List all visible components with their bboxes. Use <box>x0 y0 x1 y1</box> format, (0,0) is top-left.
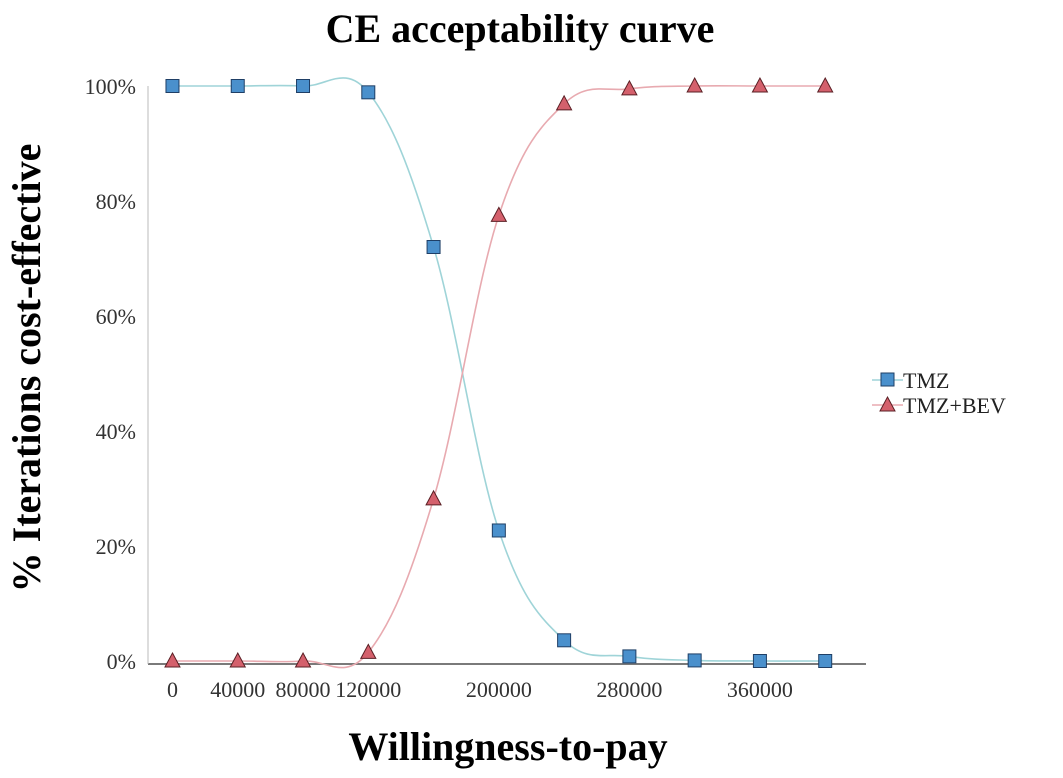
series-markers <box>164 76 834 668</box>
data-point-tmz-bev <box>621 79 638 96</box>
y-tick-labels: 0% 20% 40% 60% 80% 100% <box>85 74 136 674</box>
data-point-tmz-bev <box>751 76 769 93</box>
x-tick-labels: 0 40000 80000 120000 200000 280000 360000 <box>167 677 793 702</box>
data-point-tmz-bev <box>816 76 834 93</box>
data-point-tmz-bev <box>425 489 442 506</box>
legend-item-tmz-bev: TMZ+BEV <box>872 393 1006 418</box>
chart-title: CE acceptability curve <box>326 6 715 51</box>
y-tick-label: 20% <box>96 534 136 559</box>
data-point-tmz-bev <box>229 651 247 668</box>
x-tick-label: 40000 <box>210 677 265 702</box>
legend: TMZ TMZ+BEV <box>872 368 1006 418</box>
data-point-tmz <box>687 653 702 668</box>
y-tick-label: 100% <box>85 74 136 99</box>
legend-marker-tmz-bev <box>879 395 896 412</box>
y-axis-title: % Iterations cost-effective <box>4 144 49 593</box>
x-tick-label: 280000 <box>596 677 662 702</box>
data-point-tmz-bev <box>294 651 312 668</box>
y-tick-label: 80% <box>96 189 136 214</box>
x-tick-label: 0 <box>167 677 178 702</box>
y-tick-label: 40% <box>96 419 136 444</box>
data-point-tmz <box>557 633 572 648</box>
data-point-tmz <box>818 654 833 668</box>
y-tick-label: 0% <box>107 649 136 674</box>
data-point-tmz-bev <box>359 643 377 659</box>
series-lines <box>172 77 826 669</box>
data-point-tmz <box>361 85 376 100</box>
x-tick-label: 360000 <box>727 677 793 702</box>
data-point-tmz <box>426 240 441 254</box>
data-point-tmz <box>752 654 767 668</box>
x-tick-label: 200000 <box>466 677 532 702</box>
data-point-tmz <box>230 79 245 93</box>
legend-label-tmz-bev: TMZ+BEV <box>903 393 1006 418</box>
data-point-tmz-bev <box>555 94 573 111</box>
axes <box>147 86 866 665</box>
legend-marker-tmz <box>880 372 895 387</box>
series-line-tmz-bev <box>172 84 826 669</box>
legend-label-tmz: TMZ <box>903 368 949 393</box>
series-line-tmz <box>172 77 826 662</box>
data-point-tmz-bev <box>490 206 508 222</box>
data-point-tmz-bev <box>686 76 703 93</box>
y-tick-label: 60% <box>96 304 136 329</box>
data-point-tmz <box>296 79 311 93</box>
legend-item-tmz: TMZ <box>872 368 949 393</box>
data-point-tmz <box>622 649 637 664</box>
data-point-tmz <box>491 523 506 538</box>
x-tick-label: 120000 <box>335 677 401 702</box>
data-point-tmz <box>165 79 180 93</box>
x-axis-title: Willingness-to-pay <box>348 724 667 769</box>
x-tick-label: 80000 <box>276 677 331 702</box>
data-point-tmz-bev <box>164 651 181 668</box>
